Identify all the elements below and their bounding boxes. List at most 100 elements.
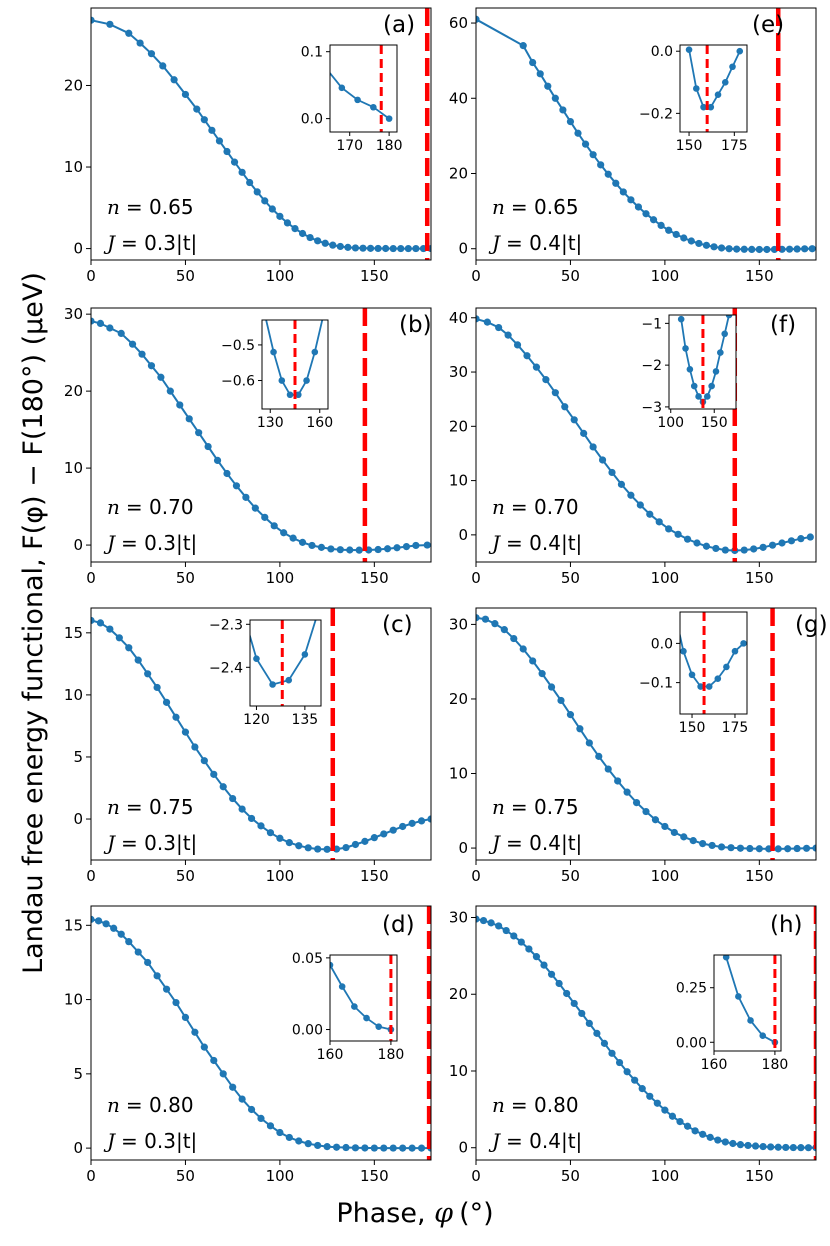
- data-point: [276, 834, 284, 842]
- annotation-j-value: = 0.3|t|: [121, 231, 197, 255]
- data-point: [476, 15, 480, 23]
- panel-g: 0 50 100 150 0 10 20 30 (g) n = 0.75 J = 0.4|t| 150 17…: [449, 607, 828, 885]
- inset-series-line: [250, 620, 317, 686]
- inset-data-point: [363, 1014, 370, 1022]
- data-point: [617, 480, 626, 488]
- x-tick-label: 150: [360, 569, 389, 587]
- data-point: [308, 541, 316, 550]
- data-point: [740, 245, 748, 253]
- inset-data-point: [278, 377, 286, 384]
- data-point: [680, 234, 688, 242]
- inset-x-tick-label: 180: [762, 1057, 789, 1073]
- inset-data-point: [295, 391, 302, 399]
- inset-data-point: [351, 1003, 358, 1010]
- x-tick-label: 150: [745, 267, 774, 285]
- inset-data-point: [320, 313, 327, 320]
- inset-data-point: [286, 391, 294, 399]
- inset-data-point: [714, 91, 722, 99]
- annotation-n-symbol: n: [492, 1093, 505, 1117]
- data-point: [157, 373, 165, 381]
- data-point: [785, 245, 794, 253]
- data-layer: [91, 608, 431, 860]
- axes-frame: [90, 607, 432, 861]
- inset-data-point: [722, 955, 730, 961]
- data-point: [170, 76, 178, 84]
- data-point: [547, 970, 556, 978]
- data-point: [213, 456, 222, 464]
- data-point: [374, 244, 382, 253]
- data-point: [181, 90, 190, 99]
- data-point: [402, 543, 411, 551]
- data-point: [91, 317, 95, 325]
- data-point: [195, 429, 203, 437]
- data-point: [551, 94, 559, 102]
- data-point: [733, 245, 741, 253]
- y-tick-label: 20: [449, 417, 468, 435]
- inset-data-point: [318, 600, 325, 607]
- data-point: [246, 178, 254, 187]
- inset-x-tick-label: 100: [657, 415, 684, 431]
- data-point: [261, 513, 269, 521]
- data-point: [162, 985, 171, 993]
- data-point: [755, 245, 763, 254]
- inset-data-point: [708, 382, 715, 390]
- data-point: [710, 243, 718, 251]
- x-tick-label: 0: [471, 267, 481, 285]
- data-point: [323, 845, 331, 853]
- data-point: [510, 932, 518, 940]
- annotation-n: n = 0.70: [492, 495, 579, 519]
- x-tick-label: 100: [651, 1167, 680, 1185]
- annotation-j-value: = 0.3|t|: [121, 531, 197, 555]
- x-tick-label: 50: [176, 267, 195, 285]
- data-point: [361, 837, 369, 845]
- inset-data-point: [712, 368, 720, 375]
- annotation-n: n = 0.75: [492, 795, 579, 819]
- data-point: [138, 350, 146, 358]
- data-point: [229, 794, 237, 803]
- annotation-j-value: = 0.3|t|: [121, 1129, 197, 1153]
- inset-frame: [713, 954, 782, 1052]
- data-point: [125, 29, 133, 37]
- data-point: [782, 1143, 790, 1152]
- data-point: [159, 62, 167, 70]
- data-point: [208, 126, 216, 134]
- data-point: [153, 683, 161, 692]
- panel-label: (a): [383, 12, 415, 38]
- annotation-n-symbol: n: [492, 195, 505, 219]
- y-tick-label: 0: [458, 526, 468, 544]
- y-tick-label: 0: [458, 1139, 468, 1157]
- data-point: [166, 387, 174, 395]
- data-point: [204, 442, 212, 451]
- data-point: [291, 225, 299, 233]
- annotation-n-value: = 0.75: [126, 795, 194, 819]
- y-tick-label: 60: [449, 14, 468, 32]
- data-point: [382, 244, 390, 253]
- data-point: [389, 244, 397, 253]
- axes-frame: [475, 607, 817, 861]
- data-point: [802, 844, 811, 852]
- inset-data-point: [703, 393, 711, 400]
- data-point: [657, 221, 665, 229]
- panel-label: (b): [399, 312, 432, 338]
- data-point: [755, 845, 763, 853]
- x-tick-label: 100: [651, 569, 680, 587]
- x-tick-label: 150: [360, 1167, 389, 1185]
- data-point: [519, 645, 527, 653]
- data-layer: [476, 906, 816, 1160]
- data-point: [210, 1056, 218, 1065]
- series-line: [91, 19, 431, 250]
- data-point: [589, 443, 597, 451]
- data-point: [778, 539, 786, 547]
- inset-y-tick-label: 0.00: [292, 1023, 323, 1039]
- inset-y-tick-label: 0.0: [651, 44, 673, 60]
- data-point: [519, 42, 527, 50]
- inset-y-tick-label: −3: [641, 400, 662, 416]
- x-tick-label: 150: [745, 867, 774, 885]
- data-point: [804, 1144, 813, 1152]
- inset-x-tick-label: 180: [378, 1047, 405, 1063]
- data-point: [708, 841, 716, 850]
- data-point: [598, 456, 607, 464]
- data-point: [687, 237, 695, 245]
- x-tick-label: 100: [266, 1167, 295, 1185]
- panel-h: 0 50 100 150 0 10 20 30 (h) n = 0.80 J = 0.4|t| 160 18…: [449, 905, 817, 1185]
